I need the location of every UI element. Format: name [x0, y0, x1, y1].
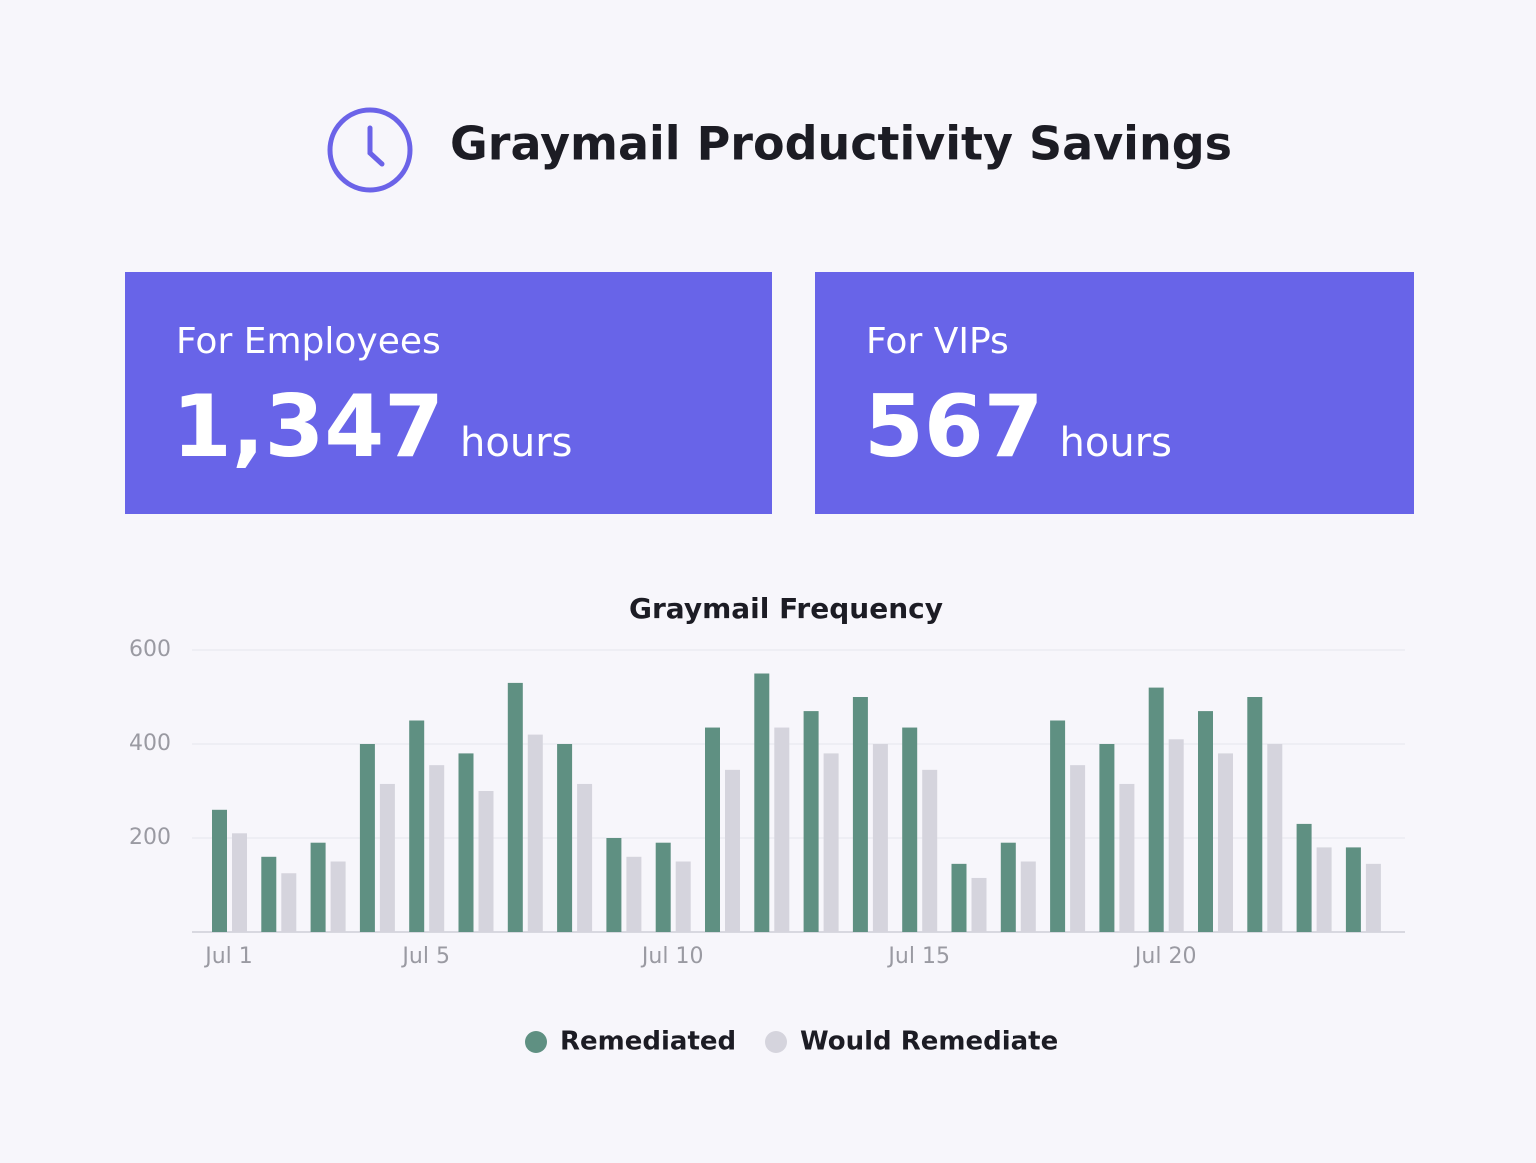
bar — [458, 753, 474, 932]
bar — [577, 783, 593, 932]
bar — [1000, 842, 1016, 932]
card-unit: hours — [460, 420, 572, 466]
chart-title: Graymail Frequency — [629, 592, 943, 625]
bar — [872, 744, 888, 932]
y-tick-label: 200 — [129, 825, 171, 850]
bar — [902, 727, 918, 932]
bar — [1247, 697, 1263, 932]
bar — [527, 734, 543, 932]
bar — [971, 877, 987, 932]
legend-label: Would Remediate — [800, 1027, 1058, 1057]
x-tick-label: Jul 20 — [1133, 944, 1197, 969]
bar — [774, 727, 790, 932]
bar — [823, 753, 839, 932]
bar — [1296, 823, 1312, 932]
bar — [803, 711, 819, 932]
bar — [1148, 687, 1164, 932]
bar — [626, 856, 642, 932]
bar — [1168, 739, 1184, 932]
bar — [1316, 847, 1332, 932]
bar — [478, 791, 494, 932]
bar — [1345, 847, 1361, 932]
clock-icon — [327, 107, 413, 193]
bar — [1070, 765, 1086, 932]
card-label: For Employees — [176, 321, 441, 362]
page-title: Graymail Productivity Savings — [450, 117, 1232, 171]
bar — [1050, 720, 1066, 932]
bar — [507, 682, 523, 932]
card-label: For VIPs — [866, 321, 1009, 362]
bar — [379, 783, 395, 932]
legend-label: Remediated — [560, 1027, 736, 1057]
card — [815, 272, 1414, 514]
bar — [1365, 863, 1381, 932]
card-unit: hours — [1060, 420, 1172, 466]
y-tick-label: 400 — [129, 731, 171, 756]
x-tick-label: Jul 5 — [400, 944, 450, 969]
x-tick-label: Jul 1 — [203, 944, 253, 969]
bar — [212, 809, 227, 932]
bar — [557, 744, 573, 932]
bar — [429, 765, 445, 932]
bar — [852, 697, 868, 932]
bar — [725, 769, 740, 932]
bar — [922, 769, 938, 932]
bar — [675, 861, 691, 932]
card-value: 567 hours — [864, 377, 1172, 477]
bar — [409, 720, 425, 932]
bar — [754, 673, 770, 932]
bar — [1020, 861, 1036, 932]
bar — [281, 873, 297, 932]
bar — [1218, 753, 1233, 932]
bar — [951, 863, 967, 932]
y-tick-label: 600 — [129, 637, 171, 662]
bar — [359, 744, 375, 932]
bar — [655, 842, 671, 932]
card-number: 567 — [864, 377, 1044, 477]
card — [125, 272, 772, 514]
bar — [1267, 744, 1283, 932]
bar — [705, 727, 720, 932]
x-tick-label: Jul 15 — [886, 944, 950, 969]
bar — [232, 833, 247, 932]
bar — [261, 856, 277, 932]
card-value: 1,347 hours — [172, 377, 573, 477]
bar — [1198, 711, 1213, 932]
bar — [310, 842, 326, 932]
bar — [330, 861, 346, 932]
bar — [606, 838, 622, 932]
legend-marker — [765, 1031, 787, 1053]
x-tick-label: Jul 10 — [640, 944, 704, 969]
card-number: 1,347 — [172, 377, 444, 477]
legend-marker — [525, 1031, 547, 1053]
bar — [1119, 783, 1135, 932]
bar — [1099, 744, 1115, 932]
